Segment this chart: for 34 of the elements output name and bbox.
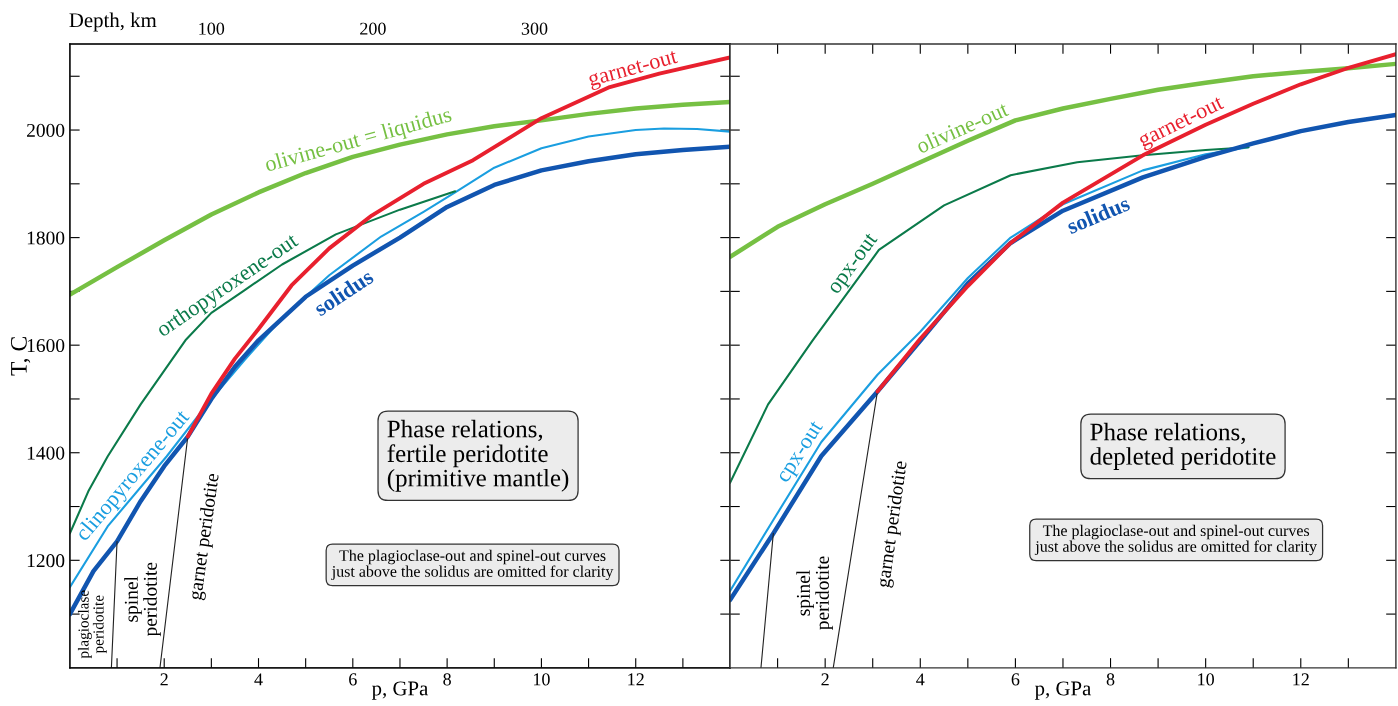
x-axis-title: p, GPa xyxy=(371,681,429,700)
text: solidus xyxy=(1065,195,1131,235)
x-tick-label: 12 xyxy=(1293,673,1309,686)
annotation: The plagioclase-out and spinel-out curves just above the solidus are omitted for clarity xyxy=(331,549,614,581)
annotation: garnet peridotite xyxy=(875,460,911,589)
x-axis-title: p, GPa xyxy=(1034,681,1092,700)
x-tick-label: 10 xyxy=(533,673,550,686)
x-tick-label: 2 xyxy=(160,673,168,686)
y-tick-label: 1600 xyxy=(27,338,65,353)
annotation: plagioclase peridotite xyxy=(77,590,107,659)
x-tick-label: 6 xyxy=(349,673,357,686)
x-tick-label: 2 xyxy=(821,673,829,686)
x-tick-label: 12 xyxy=(628,673,644,686)
annotation: The plagioclase-out and spinel-out curves just above the solidus are omitted for clarity xyxy=(1034,524,1317,556)
y-tick-label: 1400 xyxy=(27,446,65,460)
x2-axis-title: Depth, km xyxy=(69,12,157,32)
annotation: Phase relations, depleted peridotite xyxy=(1090,422,1276,470)
x-tick-label: 8 xyxy=(443,673,451,686)
y-tick-label: 2000 xyxy=(27,123,65,137)
text: olivine-out = liquidus xyxy=(263,105,454,177)
annotation: spinel peridotite xyxy=(796,556,833,630)
x-tick-label: 6 xyxy=(1011,673,1020,686)
y-tick-label: 1800 xyxy=(27,231,65,245)
x2-tick-label: 300 xyxy=(521,22,548,35)
y-tick-label: 1200 xyxy=(27,554,65,568)
annotation: spinel peridotite xyxy=(124,562,161,637)
x2-tick-label: 100 xyxy=(199,22,225,35)
x-tick-label: 8 xyxy=(1106,673,1115,686)
x-tick-label: 4 xyxy=(254,673,263,686)
x-tick-label: 10 xyxy=(1198,673,1214,686)
annotation: garnet peridotite xyxy=(191,473,219,601)
annotation: Phase relations, fertile peridotite (primitive mantle) xyxy=(387,419,569,492)
x2-tick-label: 200 xyxy=(360,22,386,35)
x-tick-label: 4 xyxy=(916,673,925,686)
